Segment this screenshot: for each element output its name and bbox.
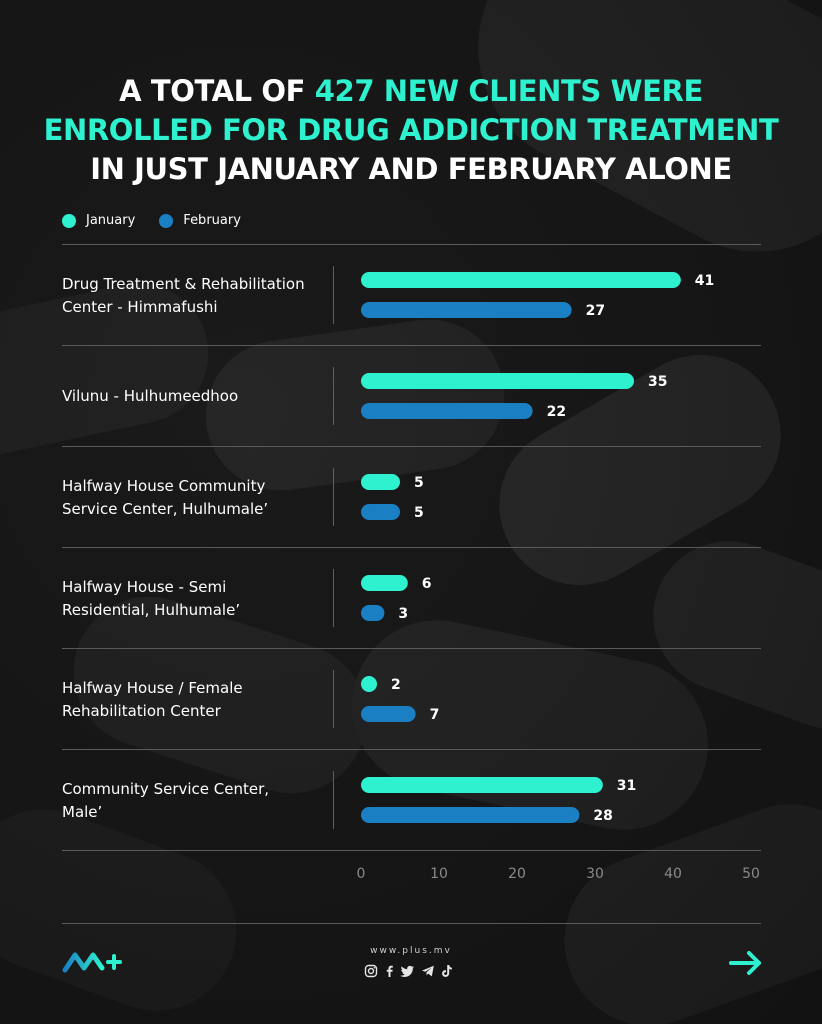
headline: A TOTAL OF 427 NEW CLIENTS WERE ENROLLED…	[30, 72, 792, 189]
category-label: Drug Treatment & Rehabilitation Center -…	[62, 273, 324, 319]
data-label: 22	[547, 404, 566, 420]
plus-mv-logo	[62, 952, 122, 973]
legend-item-january: January	[62, 213, 135, 228]
category-label-line2: Center - Himmafushi	[62, 298, 218, 316]
legend-swatch-january	[62, 213, 76, 228]
data-label: 5	[414, 475, 424, 491]
label-separator	[333, 569, 334, 627]
category-label-line2: Residential, Hulhumale’	[62, 601, 241, 619]
data-label: 31	[617, 778, 636, 794]
x-tick-label: 10	[430, 866, 448, 882]
row-divider	[62, 547, 761, 548]
category-label-line1: Vilunu - Hulhumeedhoo	[62, 387, 239, 405]
category-label: Halfway House / Female Rehabilitation Ce…	[62, 677, 324, 723]
category-label-line1: Halfway House - Semi	[62, 578, 227, 596]
headline-line3: IN JUST JANUARY AND FEBRUARY ALONE	[90, 152, 732, 186]
headline-line1-white: A TOTAL OF	[119, 74, 315, 108]
category-label-line2: Service Center, Hulhumale’	[62, 500, 269, 518]
x-tick-label: 30	[586, 866, 604, 882]
bar-february	[361, 504, 400, 520]
arrow-right-icon[interactable]	[728, 950, 764, 976]
bar-february	[361, 403, 533, 419]
x-tick-label: 40	[664, 866, 682, 882]
label-separator	[333, 468, 334, 526]
category-label-line2: Male’	[62, 803, 103, 821]
row-divider	[62, 345, 761, 346]
legend-item-february: February	[159, 213, 241, 228]
legend-swatch-february	[159, 213, 174, 228]
row-divider	[62, 446, 761, 447]
label-separator	[333, 670, 334, 728]
row-divider	[62, 749, 761, 750]
row-divider	[62, 648, 761, 649]
row-divider	[62, 244, 761, 245]
bar-january	[361, 474, 400, 490]
instagram-icon[interactable]	[364, 964, 378, 978]
data-label: 2	[391, 677, 401, 693]
category-label-line1: Community Service Center,	[62, 780, 270, 798]
category-label-line2: Rehabilitation Center	[62, 702, 221, 720]
row-divider	[62, 850, 761, 851]
legend-label-february: February	[183, 213, 241, 228]
x-tick-label: 20	[508, 866, 526, 882]
data-label: 6	[422, 576, 432, 592]
bar-january	[361, 272, 681, 288]
data-label: 5	[414, 505, 424, 521]
label-separator	[333, 367, 334, 425]
bar-february	[361, 605, 385, 621]
headline-line1-accent: 427 NEW CLIENTS WERE	[314, 74, 704, 108]
headline-line2: ENROLLED FOR DRUG ADDICTION TREATMENT	[43, 113, 779, 147]
chart-legend: January February	[62, 213, 265, 228]
bar-february	[361, 302, 572, 318]
facebook-icon[interactable]	[384, 964, 394, 978]
data-label: 28	[593, 808, 612, 824]
tiktok-icon[interactable]	[441, 964, 453, 978]
label-separator	[333, 771, 334, 829]
data-label: 35	[648, 374, 667, 390]
legend-label-january: January	[86, 213, 136, 228]
category-label: Halfway House - Semi Residential, Hulhum…	[62, 576, 324, 622]
label-separator	[333, 266, 334, 324]
category-label: Community Service Center, Male’	[62, 778, 324, 824]
telegram-icon[interactable]	[421, 964, 435, 978]
bar-january	[361, 777, 603, 793]
bar-february	[361, 706, 416, 722]
data-label: 41	[695, 273, 714, 289]
bar-january	[361, 676, 377, 692]
data-label: 7	[430, 707, 440, 723]
x-tick-label: 0	[357, 866, 366, 882]
category-label-line1: Halfway House Community	[62, 477, 266, 495]
social-icons	[364, 964, 453, 978]
data-label: 3	[398, 606, 408, 622]
footer-divider	[62, 923, 761, 924]
x-tick-label: 50	[742, 866, 760, 882]
twitter-icon[interactable]	[400, 964, 415, 978]
category-label: Vilunu - Hulhumeedhoo	[62, 385, 324, 408]
bar-january	[361, 575, 408, 591]
category-label: Halfway House Community Service Center, …	[62, 475, 324, 521]
category-label-line1: Drug Treatment & Rehabilitation	[62, 275, 305, 293]
website-text: www.plus.mv	[370, 946, 452, 956]
data-label: 27	[586, 303, 605, 319]
bar-january	[361, 373, 634, 389]
bar-february	[361, 807, 580, 823]
category-label-line1: Halfway House / Female	[62, 679, 243, 697]
